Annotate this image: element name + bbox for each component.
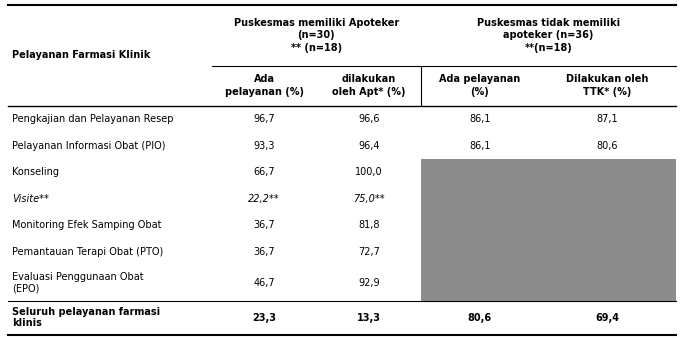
Text: Evaluasi Penggunaan Obat
(EPO): Evaluasi Penggunaan Obat (EPO) [12,272,144,293]
Text: 81,8: 81,8 [358,220,380,230]
Text: Pelayanan Farmasi Klinik: Pelayanan Farmasi Klinik [12,50,150,61]
Text: 100,0: 100,0 [355,167,382,177]
Text: 23,3: 23,3 [252,312,276,323]
Text: Ada pelayanan
(%): Ada pelayanan (%) [439,74,521,97]
Text: Seluruh pelayanan farmasi
klinis: Seluruh pelayanan farmasi klinis [12,307,161,328]
Text: 87,1: 87,1 [596,114,618,124]
Text: Visite**: Visite** [12,193,49,204]
Text: 96,7: 96,7 [253,114,275,124]
Text: 46,7: 46,7 [253,278,275,288]
Text: Ada
pelayanan (%): Ada pelayanan (%) [225,74,304,97]
Text: Puskesmas memiliki Apoteker
(n=30)
** (n=18): Puskesmas memiliki Apoteker (n=30) ** (n… [234,18,399,53]
Text: 69,4: 69,4 [595,312,620,323]
Text: 72,7: 72,7 [358,246,380,257]
Bar [421,159,676,301]
Text: 80,6: 80,6 [596,140,618,151]
Text: 80,6: 80,6 [468,312,492,323]
Text: 13,3: 13,3 [356,312,381,323]
Text: dilakukan
oleh Apt* (%): dilakukan oleh Apt* (%) [332,74,406,97]
Text: 75,0**: 75,0** [353,193,384,204]
Text: Monitoring Efek Samping Obat: Monitoring Efek Samping Obat [12,220,162,230]
Text: Pelayanan Informasi Obat (PIO): Pelayanan Informasi Obat (PIO) [12,140,166,151]
Text: 86,1: 86,1 [469,140,490,151]
Text: Konseling: Konseling [12,167,60,177]
Text: 36,7: 36,7 [253,220,275,230]
Text: Pemantauan Terapi Obat (PTO): Pemantauan Terapi Obat (PTO) [12,246,163,257]
Text: Dilakukan oleh
TTK* (%): Dilakukan oleh TTK* (%) [566,74,648,97]
Text: 96,6: 96,6 [358,114,380,124]
Text: 86,1: 86,1 [469,114,490,124]
Text: 22,2**: 22,2** [248,193,280,204]
Text: Puskesmas tidak memiliki
apoteker (n=36)
**(n=18): Puskesmas tidak memiliki apoteker (n=36)… [477,18,620,53]
Text: 66,7: 66,7 [253,167,275,177]
Text: Pengkajian dan Pelayanan Resep: Pengkajian dan Pelayanan Resep [12,114,174,124]
Text: 36,7: 36,7 [253,246,275,257]
Text: 92,9: 92,9 [358,278,380,288]
Text: 96,4: 96,4 [358,140,380,151]
Text: 93,3: 93,3 [254,140,275,151]
